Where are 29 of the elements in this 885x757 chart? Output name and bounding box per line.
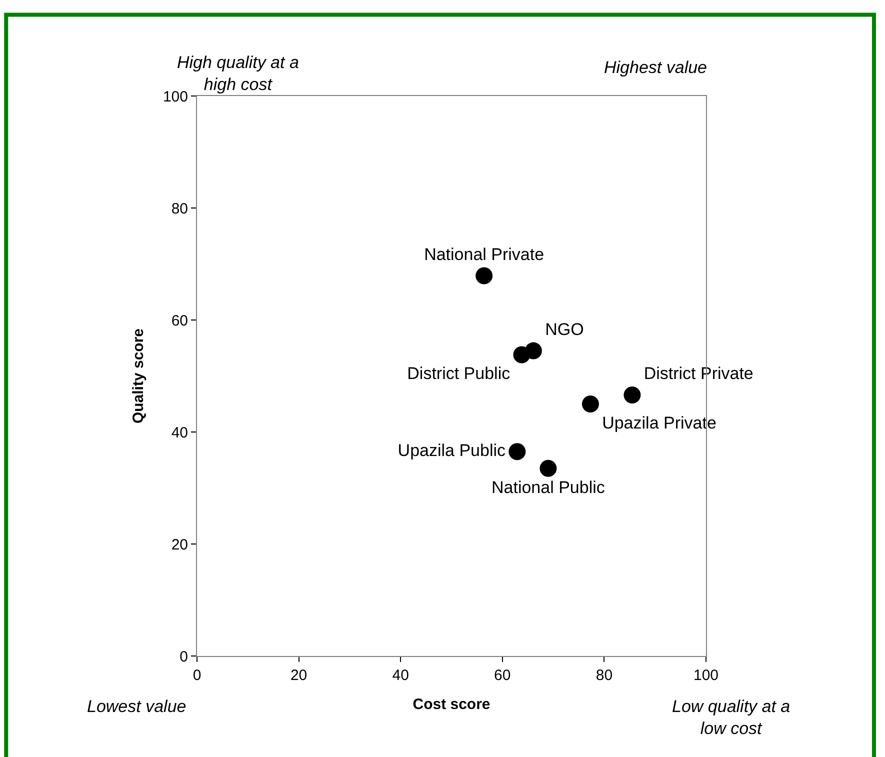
x-tick-label: 100: [693, 667, 719, 684]
series-label: National Private: [424, 244, 544, 264]
y-tick-label: 60: [171, 312, 188, 330]
x-tick-label: 40: [392, 667, 409, 684]
series-label: Upazila Private: [602, 413, 716, 432]
series-label: District Public: [407, 364, 511, 384]
x-tick-label: 60: [494, 667, 511, 684]
x-tick-label: 20: [290, 667, 308, 684]
text: Highest value: [604, 58, 708, 77]
x-axis-title: Cost score: [412, 696, 490, 713]
point: [476, 267, 493, 284]
y-tick-label: 20: [171, 536, 188, 554]
point: [540, 460, 557, 477]
y-tick-label: 0: [180, 648, 188, 666]
y-tick-label: 40: [171, 424, 188, 442]
series-label: National Public: [492, 478, 606, 497]
series-label: NGO: [545, 320, 584, 339]
y-tick-label: 80: [171, 200, 188, 218]
y-axis-title: Quality score: [130, 328, 148, 424]
text: Low quality at a low cost: [672, 697, 790, 738]
series-label: District Private: [644, 364, 754, 384]
point: [582, 396, 599, 412]
point: [624, 386, 641, 404]
text: Lowest value: [87, 697, 186, 716]
x-tick-label: 80: [596, 667, 613, 684]
series-label: Upazila Public: [398, 440, 506, 460]
point: [508, 443, 526, 460]
point: [513, 346, 530, 364]
x-tick-label: 0: [192, 667, 202, 684]
